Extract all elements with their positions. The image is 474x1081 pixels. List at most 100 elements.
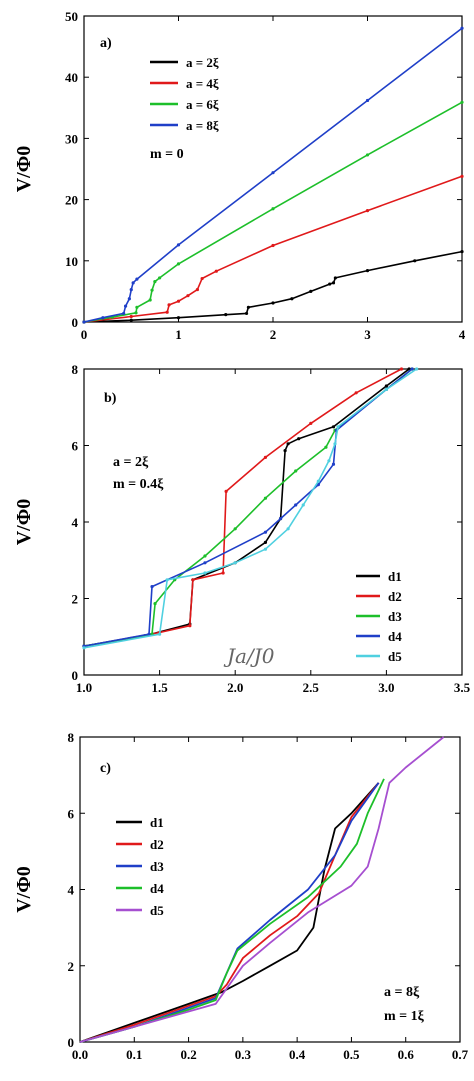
annotation: a = 2ξ: [113, 455, 149, 470]
y-tick-label: 10: [65, 254, 78, 269]
data-point: [336, 425, 340, 429]
series-line: [83, 368, 413, 647]
data-point: [134, 311, 138, 315]
data-point: [309, 421, 313, 425]
data-point: [415, 367, 419, 371]
data-point: [233, 527, 237, 531]
plot-frame: [83, 368, 463, 676]
data-point: [214, 269, 218, 273]
data-point: [365, 98, 370, 103]
y-tick-label: 4: [72, 515, 79, 530]
panel-b: 1.0 1.5 2.0 2.5 3.0 3.5 0 2 4 6 8 V/Φ0 b) Ja/J0 d1 d2 d3…: [13, 362, 471, 695]
data-point: [309, 289, 313, 293]
y-tick-label: 4: [68, 883, 75, 898]
annotation: m = 0: [150, 147, 184, 162]
series-3: [82, 367, 414, 648]
data-point: [460, 250, 464, 254]
data-point: [150, 585, 154, 589]
x-tick-label: 1: [175, 327, 182, 342]
data-point: [158, 632, 162, 636]
data-point: [354, 391, 358, 395]
series-line: [79, 778, 385, 1043]
data-point: [135, 305, 139, 309]
series-3: [82, 100, 464, 324]
data-point: [221, 571, 225, 575]
series-4: [82, 26, 464, 324]
data-point: [278, 517, 283, 521]
data-point: [167, 303, 171, 307]
data-point: [413, 259, 417, 263]
data-point: [176, 243, 181, 247]
data-point: [153, 602, 157, 606]
data-point: [82, 320, 86, 324]
data-point: [331, 462, 336, 466]
y-tick-label: 6: [68, 806, 75, 821]
legend-label: d2: [388, 589, 402, 604]
data-point: [165, 578, 169, 582]
panel-c: 0.0 0.1 0.2 0.3 0.4 0.5 0.6 0.7 0 2 4 6 8 V/Φ0 c) d1 d2 d…: [13, 730, 469, 1062]
data-point: [294, 469, 298, 473]
x-tick-label: 0.2: [180, 1047, 196, 1062]
series-line: [79, 782, 380, 1043]
x-tick-label: 0.0: [72, 1047, 88, 1062]
legend-label: d1: [388, 569, 402, 584]
data-point: [263, 547, 268, 551]
x-tick-label: 0.5: [343, 1047, 360, 1062]
data-point: [290, 297, 294, 301]
series-2: [82, 174, 464, 324]
series-3: [79, 782, 380, 1043]
y-tick-label: 30: [65, 131, 78, 146]
series-line: [83, 27, 463, 323]
panel-label: c): [100, 761, 111, 776]
series-4: [79, 778, 385, 1043]
legend-label: a = 4ξ: [186, 76, 219, 91]
x-tick-label: 4: [459, 327, 466, 342]
annotation: a = 8ξ: [384, 985, 420, 1000]
data-point: [399, 367, 404, 371]
x-tick-label: 2.0: [227, 680, 243, 695]
data-point: [297, 437, 301, 441]
series-line: [83, 175, 463, 323]
legend-label: d1: [150, 815, 164, 830]
series-line: [83, 368, 418, 649]
x-tick-label: 1.5: [151, 680, 168, 695]
data-point: [165, 310, 169, 314]
data-point: [286, 442, 290, 446]
data-point: [203, 571, 207, 575]
data-point: [153, 280, 157, 284]
data-point: [328, 282, 332, 286]
data-point: [224, 313, 228, 317]
data-point: [384, 384, 388, 388]
data-point: [101, 316, 105, 320]
y-tick-label: 50: [65, 9, 78, 24]
x-tick-label: 3.0: [378, 680, 394, 695]
annotation: m = 0.4ξ: [113, 477, 164, 492]
data-point: [224, 489, 228, 493]
data-point: [286, 527, 290, 531]
data-point: [147, 632, 151, 636]
legend-label: d5: [150, 903, 164, 918]
data-point: [188, 624, 192, 628]
data-point: [123, 304, 128, 308]
data-point: [327, 459, 331, 463]
data-point: [148, 298, 152, 302]
y-tick-label: 2: [72, 592, 79, 607]
data-point: [294, 503, 298, 507]
data-point: [460, 26, 464, 30]
data-point: [301, 503, 305, 507]
series-5: [82, 367, 419, 650]
data-point: [271, 207, 275, 211]
panel-label: b): [104, 391, 117, 406]
data-point: [129, 314, 133, 319]
x-tick-label: 3: [364, 327, 371, 342]
legend-label: d2: [150, 837, 164, 852]
data-point: [195, 287, 199, 292]
data-point: [324, 445, 328, 449]
data-point: [316, 479, 320, 483]
x-tick-label: 0: [81, 327, 88, 342]
x-tick-label: 2: [270, 327, 277, 342]
panel-label: a): [100, 36, 112, 51]
legend-label: d3: [388, 609, 402, 624]
